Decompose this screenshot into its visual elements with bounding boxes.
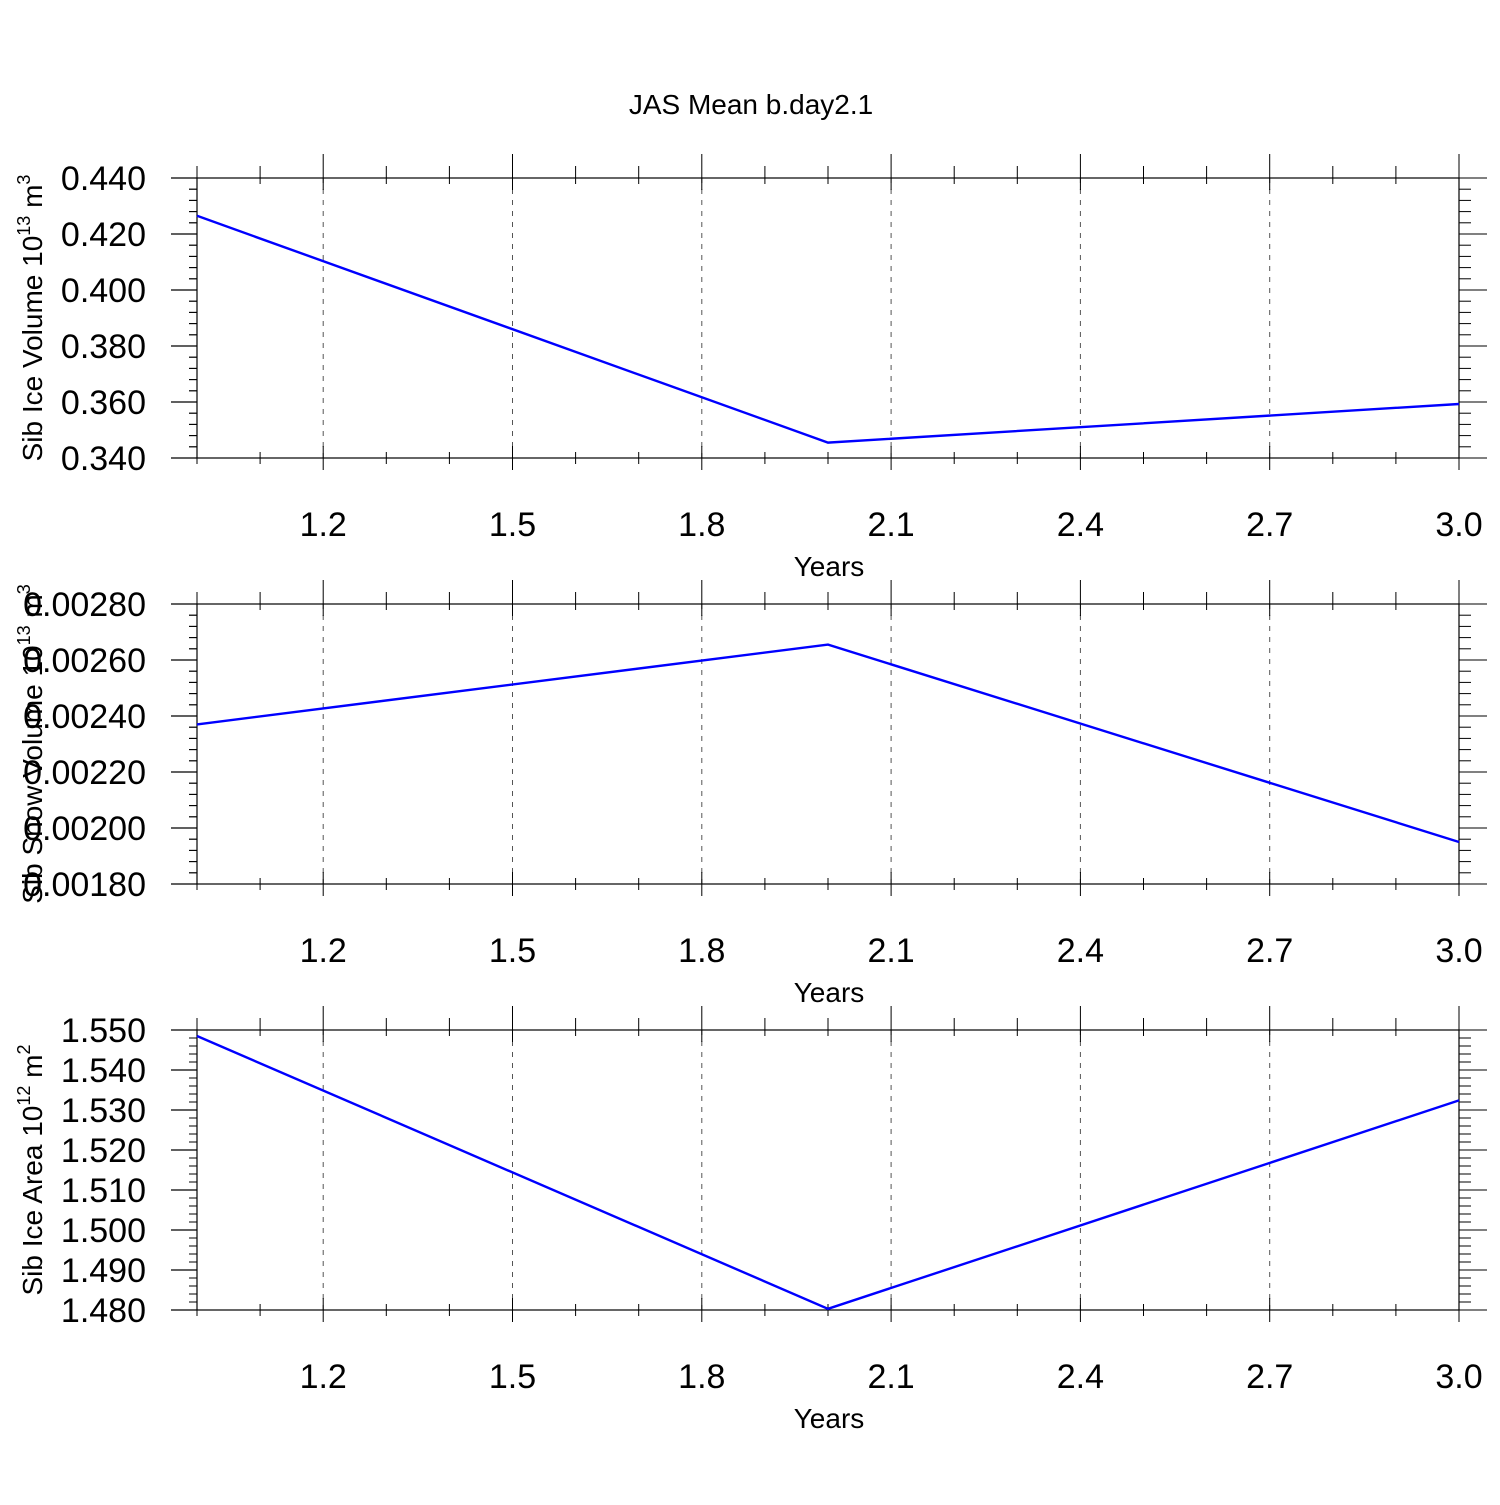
y-axis-title-unit: m xyxy=(17,185,48,216)
y-tick-label: 1.530 xyxy=(61,1092,146,1130)
plot-frame xyxy=(197,604,1459,884)
x-tick-label: 1.5 xyxy=(489,1358,536,1396)
y-axis-title-exponent: 12 xyxy=(14,1086,34,1106)
x-tick-label: 2.7 xyxy=(1246,932,1293,970)
y-axis-title-unit: m xyxy=(17,594,48,625)
y-tick-label: 1.490 xyxy=(61,1252,146,1290)
x-tick-label: 1.5 xyxy=(489,932,536,970)
y-tick-label: 0.440 xyxy=(61,160,146,198)
x-tick-label: 2.1 xyxy=(867,932,914,970)
x-tick-label: 2.4 xyxy=(1057,932,1104,970)
y-axis-title-unit-exponent: 3 xyxy=(14,175,34,185)
x-tick-label: 1.8 xyxy=(678,1358,725,1396)
x-axis-title: Years xyxy=(794,1403,865,1434)
y-axis-title: Sib Ice Volume 1013 m3 xyxy=(14,175,48,462)
y-axis-title-unit-exponent: 2 xyxy=(14,1044,34,1054)
chart-panel-1: 1.2 1.5 1.8 2.1 2.4 2.7 3.0 Years 0.340 0.360 0.38… xyxy=(14,154,1487,582)
y-axis-title: Sib Ice Area 1012 m2 xyxy=(14,1044,48,1295)
y-axis-title-unit-exponent: 3 xyxy=(14,584,34,594)
y-tick-label: 0.340 xyxy=(61,440,146,478)
y-tick-label: 0.380 xyxy=(61,328,146,366)
x-tick-label: 1.2 xyxy=(300,506,347,544)
x-tick-label: 1.8 xyxy=(678,932,725,970)
y-tick-label: 0.400 xyxy=(61,272,146,310)
y-axis-title-unit: m xyxy=(17,1054,48,1085)
x-tick-label: 2.1 xyxy=(867,1358,914,1396)
y-tick-label: 1.480 xyxy=(61,1292,146,1330)
x-tick-label: 3.0 xyxy=(1435,932,1482,970)
y-tick-label: 1.540 xyxy=(61,1052,146,1090)
x-tick-label: 2.4 xyxy=(1057,1358,1104,1396)
x-tick-label: 1.2 xyxy=(300,932,347,970)
y-axis-title-exponent: 13 xyxy=(14,625,34,645)
x-tick-label: 1.5 xyxy=(489,506,536,544)
x-tick-label: 1.2 xyxy=(300,1358,347,1396)
y-axis-title: Sib Snow Volume 1013 m3 xyxy=(14,584,48,904)
y-tick-label: 0.360 xyxy=(61,384,146,422)
x-tick-label: 3.0 xyxy=(1435,1358,1482,1396)
y-axis-title-text: Sib Ice Area 10 xyxy=(17,1106,48,1296)
y-tick-label: 1.550 xyxy=(61,1012,146,1050)
y-axis-title-exponent: 13 xyxy=(14,216,34,236)
series-line xyxy=(197,216,1459,443)
x-tick-label: 1.8 xyxy=(678,506,725,544)
x-axis-title: Years xyxy=(794,977,865,1008)
y-tick-label: 0.420 xyxy=(61,216,146,254)
x-tick-label: 2.1 xyxy=(867,506,914,544)
y-tick-label: 1.520 xyxy=(61,1132,146,1170)
x-tick-label: 2.4 xyxy=(1057,506,1104,544)
y-axis-title-text: Sib Snow Volume 10 xyxy=(17,645,48,903)
y-tick-label: 1.500 xyxy=(61,1212,146,1250)
x-tick-label: 2.7 xyxy=(1246,1358,1293,1396)
x-tick-label: 3.0 xyxy=(1435,506,1482,544)
x-tick-label: 2.7 xyxy=(1246,506,1293,544)
figure-title: JAS Mean b.day2.1 xyxy=(629,89,873,120)
x-axis-title: Years xyxy=(794,551,865,582)
y-axis-title-text: Sib Ice Volume 10 xyxy=(17,236,48,462)
plot-frame xyxy=(197,1030,1459,1310)
y-tick-label: 1.510 xyxy=(61,1172,146,1210)
chart-panel-3: 1.2 1.5 1.8 2.1 2.4 2.7 3.0 Years 1.4801.4901.50… xyxy=(14,1006,1487,1434)
